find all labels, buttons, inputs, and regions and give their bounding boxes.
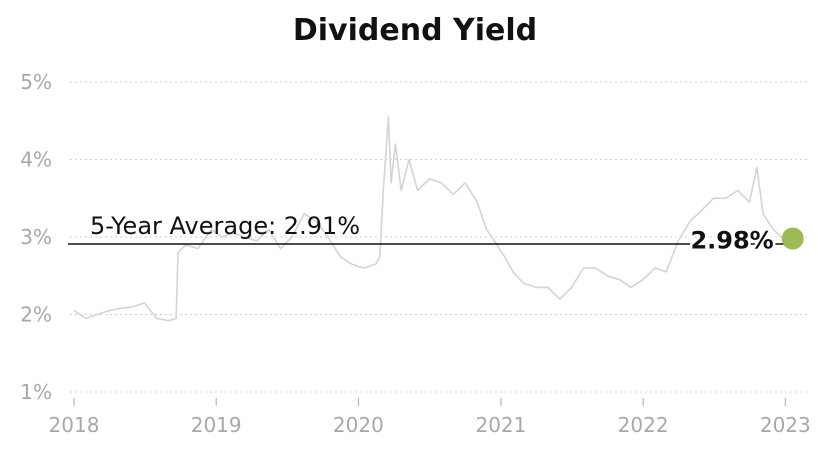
current-value-label: 2.98% <box>690 227 773 255</box>
y-tick-label: 3% <box>20 225 52 249</box>
y-axis-ticks: 1% 2% 3% 4% 5% <box>20 70 52 404</box>
y-tick-label: 4% <box>20 148 52 172</box>
yield-series-line <box>73 116 793 322</box>
y-tick-label: 1% <box>20 380 52 404</box>
x-tick-label: 2019 <box>191 413 242 437</box>
y-tick-label: 2% <box>20 303 52 327</box>
average-label: 5-Year Average: 2.91% <box>90 212 360 240</box>
x-tick-label: 2018 <box>49 413 100 437</box>
current-value-marker <box>781 227 804 250</box>
x-axis-ticks: 2018 2019 2020 2021 2022 2023 <box>49 398 811 437</box>
chart-title: Dividend Yield <box>293 13 537 48</box>
gridlines <box>70 81 810 393</box>
x-tick-label: 2023 <box>760 413 811 437</box>
x-tick-label: 2020 <box>333 413 384 437</box>
x-tick-label: 2022 <box>618 413 669 437</box>
y-tick-label: 5% <box>20 70 52 94</box>
x-tick-label: 2021 <box>475 413 526 437</box>
